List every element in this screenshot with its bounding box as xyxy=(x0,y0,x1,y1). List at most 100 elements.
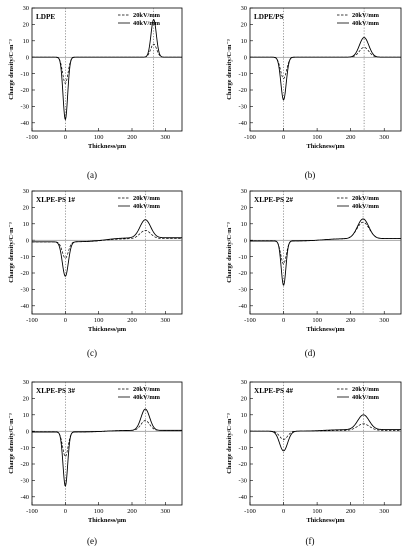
x-axis-title: Thickness/μm xyxy=(88,517,127,524)
y-tick-label: -10 xyxy=(238,254,247,261)
x-tick-label: 200 xyxy=(346,317,356,324)
panel-sample-label: XLPE-PS 1# xyxy=(36,196,75,204)
x-axis-title: Thickness/μm xyxy=(306,517,345,524)
y-tick-label: -40 xyxy=(238,303,247,310)
x-axis-title: Thickness/μm xyxy=(88,326,127,333)
panel-caption: (a) xyxy=(87,170,97,180)
legend-entry: 40kV/mm xyxy=(352,203,380,210)
x-tick-label: 100 xyxy=(312,317,322,324)
panel-sample-label: XLPE-PS 2# xyxy=(254,196,293,204)
legend-entry: 20kV/mm xyxy=(352,386,380,393)
y-tick-label: 0 xyxy=(244,237,247,244)
y-tick-label: -30 xyxy=(20,478,29,485)
y-tick-label: -10 xyxy=(20,254,29,261)
series-line-40kv xyxy=(250,37,401,101)
y-tick-label: -40 xyxy=(238,494,247,501)
y-tick-label: 30 xyxy=(241,379,247,386)
series-line-20kv xyxy=(250,47,401,79)
x-axis-title: Thickness/μm xyxy=(88,143,127,150)
x-tick-label: 0 xyxy=(282,134,285,141)
y-tick-label: -20 xyxy=(20,87,29,94)
y-axis-title: Charge density/C·m⁻³ xyxy=(226,413,233,474)
y-tick-label: 20 xyxy=(241,396,247,403)
x-tick-label: 300 xyxy=(379,508,389,515)
legend-entry: 40kV/mm xyxy=(133,20,161,27)
series-line-20kv xyxy=(250,423,401,440)
y-tick-label: 10 xyxy=(241,38,247,45)
y-tick-label: 30 xyxy=(241,188,247,195)
y-tick-label: -20 xyxy=(238,270,247,277)
x-tick-label: -100 xyxy=(244,134,256,141)
chart-panel-5: -100 0 100 200 3003020100-10-20-30-40Thickne… xyxy=(8,379,183,546)
plot-frame xyxy=(31,381,183,506)
series-line-20kv xyxy=(32,420,182,457)
y-axis-title: Charge density/C·m⁻³ xyxy=(8,39,15,100)
plot-frame xyxy=(31,7,183,132)
y-tick-label: 10 xyxy=(23,221,29,228)
y-tick-label: 30 xyxy=(23,5,29,12)
y-tick-label: 20 xyxy=(23,205,29,212)
y-tick-label: -10 xyxy=(20,445,29,452)
x-tick-label: 300 xyxy=(379,134,389,141)
x-tick-label: -100 xyxy=(26,317,38,324)
panel-caption: (d) xyxy=(305,348,316,358)
chart-panel-3: -100 0 100 200 3003020100-10-20-30-40Thickne… xyxy=(8,188,183,358)
y-tick-label: -30 xyxy=(238,478,247,485)
y-tick-label: -10 xyxy=(20,71,29,78)
legend-entry: 20kV/mm xyxy=(133,12,161,19)
series-line-20kv xyxy=(250,221,401,265)
plot-frame xyxy=(249,7,402,132)
y-tick-label: 20 xyxy=(23,396,29,403)
x-tick-label: 300 xyxy=(379,317,389,324)
x-tick-label: 300 xyxy=(161,508,171,515)
chart-panel-1: -100 0 100 200 3003020100-10-20-30-40Thickne… xyxy=(8,5,183,180)
x-tick-label: -100 xyxy=(26,508,38,515)
series-line-40kv xyxy=(32,219,182,277)
x-tick-label: -100 xyxy=(244,508,256,515)
y-tick-label: -40 xyxy=(20,120,29,127)
x-tick-label: 200 xyxy=(127,317,137,324)
x-tick-label: 0 xyxy=(282,317,285,324)
panel-sample-label: LDPE xyxy=(36,13,55,21)
legend-entry: 20kV/mm xyxy=(133,386,161,393)
y-axis-title: Charge density/C·m⁻³ xyxy=(8,413,15,474)
y-tick-label: 20 xyxy=(241,205,247,212)
series-line-40kv xyxy=(32,408,182,487)
x-tick-label: -100 xyxy=(26,134,38,141)
panel-caption: (b) xyxy=(305,170,316,180)
y-axis-title: Charge density/C·m⁻³ xyxy=(226,222,233,283)
x-tick-label: 100 xyxy=(94,508,104,515)
x-tick-label: 0 xyxy=(64,508,67,515)
series-line-40kv xyxy=(32,18,182,121)
x-tick-label: 300 xyxy=(161,317,171,324)
x-tick-label: 0 xyxy=(282,508,285,515)
y-tick-label: 0 xyxy=(26,428,29,435)
legend-entry: 40kV/mm xyxy=(352,394,380,401)
y-tick-label: 10 xyxy=(241,221,247,228)
x-tick-label: 100 xyxy=(94,134,104,141)
panel-sample-label: XLPE-PS 4# xyxy=(254,387,293,395)
y-tick-label: 0 xyxy=(244,428,247,435)
series-line-40kv xyxy=(250,414,401,452)
y-tick-label: -20 xyxy=(238,87,247,94)
legend-entry: 40kV/mm xyxy=(133,203,161,210)
x-axis-title: Thickness/μm xyxy=(306,326,345,333)
chart-panel-2: -100 0 100 200 3003020100-10-20-30-40Thickne… xyxy=(226,5,402,180)
panel-sample-label: LDPE/PS xyxy=(254,13,284,21)
y-tick-label: -30 xyxy=(238,104,247,111)
panel-caption: (c) xyxy=(87,348,97,358)
chart-panel-4: -100 0 100 200 3003020100-10-20-30-40Thickne… xyxy=(226,188,402,358)
legend-entry: 20kV/mm xyxy=(352,195,380,202)
plot-frame xyxy=(249,381,402,506)
y-axis-title: Charge density/C·m⁻³ xyxy=(8,222,15,283)
legend-entry: 40kV/mm xyxy=(352,20,380,27)
y-tick-label: 30 xyxy=(23,379,29,386)
y-tick-label: 10 xyxy=(23,412,29,419)
y-tick-label: 0 xyxy=(26,54,29,61)
y-tick-label: -20 xyxy=(20,461,29,468)
plot-frame xyxy=(249,190,402,315)
y-tick-label: 20 xyxy=(23,22,29,29)
y-tick-label: -40 xyxy=(238,120,247,127)
y-tick-label: -40 xyxy=(20,494,29,501)
